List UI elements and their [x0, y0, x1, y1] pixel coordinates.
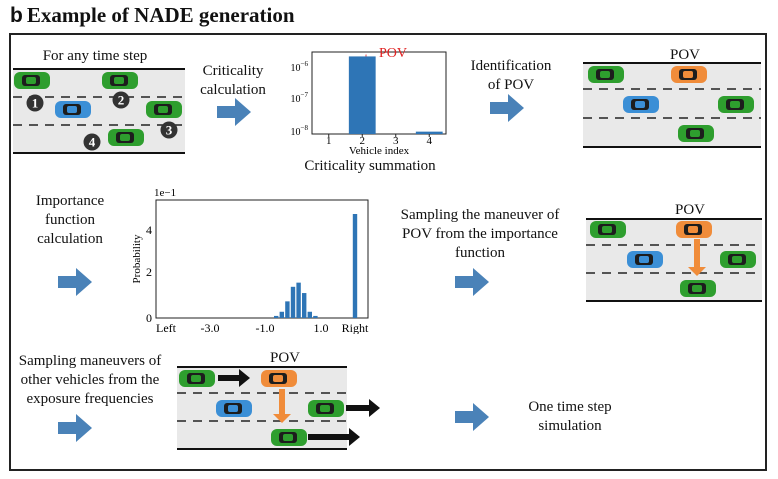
step4-label-line1: Identification [470, 58, 552, 74]
chart1-xtick-1: 1 [326, 135, 332, 147]
step10-label-line2: other vehicles from the [20, 372, 160, 388]
chart2-xtick-1: 1.0 [314, 321, 329, 334]
chart2-bar-2 [279, 311, 284, 318]
step8-label-line3: function [455, 245, 505, 261]
chart2-bar-4 [290, 286, 296, 318]
chart1-pov-label: POV [379, 46, 407, 61]
chart2-xtick-left: Left [156, 321, 177, 334]
step6-label-line1: Importance [35, 193, 105, 209]
step12-label-line1: One time step [528, 399, 612, 415]
chart2-bar-7 [307, 311, 312, 318]
step2-label-line1: Criticality [202, 63, 264, 79]
chart1-xtick-4: 4 [427, 135, 433, 147]
chart2-ytick-4: 4 [146, 223, 152, 237]
step10-label: Sampling maneuvers of other vehicles from… [6, 352, 174, 409]
step5-pov-label: POV [669, 47, 700, 63]
chart2-xtick-right: Right [342, 321, 369, 334]
step8-label: Sampling the maneuver of POV from the imp… [380, 206, 580, 263]
chart1-axes-frame [311, 51, 447, 135]
importance-chart: 1e−1 4 2 0 Probability Left -3.0 -1.0 1.… [131, 187, 369, 334]
step9-pov-label: POV [674, 202, 705, 218]
chart2-bar-6 [302, 293, 307, 318]
step8-label-line1: Sampling the maneuver of [400, 207, 560, 223]
step3-caption: Criticality summation [304, 158, 436, 174]
chart1-ytick-1e-7: 10−7 [291, 91, 309, 105]
step1-label: For any time step [42, 48, 148, 64]
lane-markings-5 [583, 88, 761, 119]
chart2-bar-3 [285, 301, 290, 318]
chart1-bar-4 [415, 131, 443, 134]
chart2-multiplier: 1e−1 [154, 187, 176, 199]
chart1-xtick-2: 2 [360, 135, 366, 147]
lane-markings-11 [177, 392, 347, 422]
chart1-bar-2 [348, 56, 376, 134]
lane-markings-9 [586, 244, 762, 274]
lane-markings-1 [13, 96, 185, 126]
chart2-bar-8 [313, 315, 318, 318]
chart2-bar-5 [296, 282, 301, 318]
step8-label-line2: POV from the importance [402, 226, 558, 242]
step6-label-line3: calculation [37, 231, 103, 247]
step12-label-line2: simulation [538, 418, 602, 434]
chart1-ytick-1e-6: 10−6 [291, 60, 309, 74]
chart2-ylabel: Probability [131, 234, 143, 283]
chart2-bar-9 [352, 214, 358, 318]
step10-label-line3: exposure frequencies [26, 391, 154, 407]
chart1-xtick-3: 3 [393, 135, 399, 147]
title-text: Example of NADE generation [26, 3, 295, 27]
step2-label-line2: calculation [200, 82, 266, 98]
step4-label-line2: of POV [487, 77, 535, 93]
chart2-ytick-2: 2 [146, 265, 152, 279]
figure-title: b Example of NADE generation [10, 3, 295, 28]
step10-label-line1: Sampling maneuvers of [18, 353, 162, 369]
chart2-axes-frame [155, 199, 369, 319]
chart2-bar-1 [274, 315, 279, 318]
chart1-xlabel: Vehicle index [349, 145, 410, 157]
step11-pov-label: POV [269, 350, 300, 366]
step4-label: Identification of POV [456, 57, 566, 95]
step12-label: One time step simulation [510, 398, 630, 436]
chart2-xtick-m3: -3.0 [201, 321, 220, 334]
chart1-ytick-1e-8: 10−8 [291, 124, 309, 138]
figure-frame [9, 33, 767, 471]
step6-label: Importance function calculation [10, 192, 130, 249]
step6-label-line2: function [45, 212, 95, 228]
step2-label: Criticality calculation [188, 62, 278, 100]
chart2-ytick-0: 0 [146, 311, 152, 325]
panel-letter: b [10, 4, 23, 27]
chart2-xtick-m1: -1.0 [256, 321, 275, 334]
